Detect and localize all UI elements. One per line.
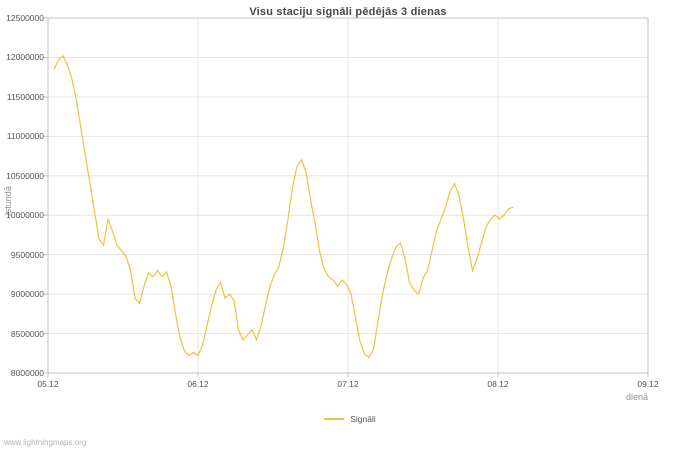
legend-line-swatch <box>324 418 345 420</box>
watermark-link[interactable]: www.lightningmaps.org <box>4 438 87 447</box>
y-tick-label: 12000000 <box>6 52 44 63</box>
y-tick-label: 12500000 <box>6 13 44 23</box>
legend: Signāli <box>324 414 376 424</box>
signal-line-series <box>53 54 514 359</box>
x-tick-label: 05.12 <box>37 379 59 389</box>
x-tick-label: 08.12 <box>487 379 509 389</box>
y-tick-label: 11000000 <box>6 131 44 142</box>
gridlines <box>47 17 649 374</box>
y-tick-label: 9000000 <box>10 289 44 300</box>
y-tick-label: 9500000 <box>10 249 44 260</box>
legend-label: Signāli <box>350 414 376 424</box>
y-tick-label: 8500000 <box>10 328 44 339</box>
chart-title: Visu staciju signāli pēdējās 3 dienas <box>249 6 447 18</box>
y-tick-label: 10000000 <box>6 210 44 221</box>
x-axis-title: dienā <box>625 392 648 402</box>
x-tick-label: 06.12 <box>187 379 209 389</box>
y-tick-label: 8000000 <box>10 368 44 378</box>
axis-tick-marks <box>44 17 649 377</box>
x-tick-label: 09.12 <box>637 379 659 389</box>
y-tick-label: 11500000 <box>6 91 44 102</box>
x-tick-label: 07.12 <box>337 379 359 389</box>
plot-border <box>47 17 649 374</box>
y-tick-label: 10500000 <box>6 170 44 181</box>
